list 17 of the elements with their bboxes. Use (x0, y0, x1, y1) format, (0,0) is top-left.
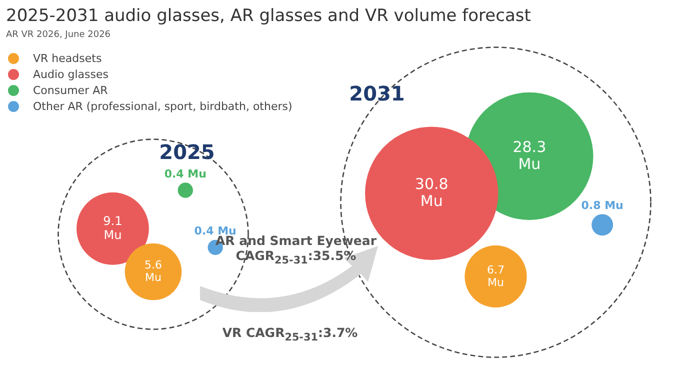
category-label: 2025 (159, 140, 215, 164)
text: AR and Smart Eyewear CAGR$_{25-31}$:35.5% (214, 233, 378, 266)
text: VR CAGR$_{25-31}$:3.7% (221, 325, 359, 344)
data-label: 6.7 Mu (487, 263, 504, 289)
category-label: 2031 (349, 81, 405, 106)
data-label: 0.4 Mu (164, 168, 206, 181)
data-label: 0.8 Mu (581, 198, 624, 212)
legend-label: Audio glasses (33, 68, 109, 80)
text: 2025-2031 audio glasses, AR glasses and VR volume forecast (6, 6, 531, 26)
legend-label: Other AR (professional, sport, birdbath, others) (33, 100, 292, 112)
data-label: 9.1 Mu (103, 214, 122, 242)
data-label: 28.3 Mu (512, 138, 546, 174)
legend-label: Consumer AR (33, 84, 108, 96)
data-label: 5.6 Mu (144, 258, 162, 284)
data-label: 30.8 Mu (414, 174, 448, 210)
legend-label: VR headsets (33, 52, 102, 64)
text: AR VR 2026, June 2026 (6, 30, 111, 40)
